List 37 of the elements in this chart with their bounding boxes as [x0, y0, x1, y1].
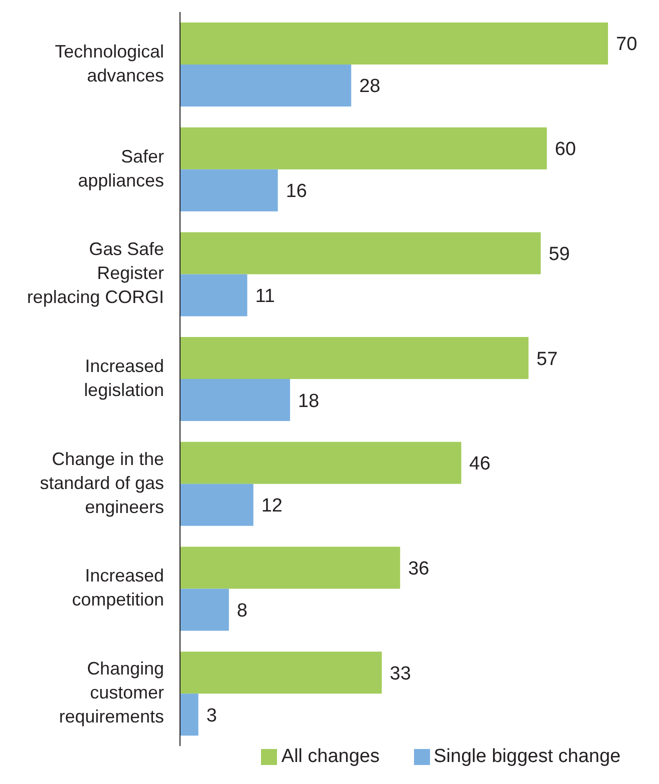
bar: [180, 64, 352, 106]
data-label: 11: [255, 286, 275, 307]
bar: [180, 484, 254, 526]
data-label: 60: [554, 139, 576, 160]
bar: [180, 337, 529, 380]
data-label: 28: [359, 76, 380, 98]
bar: [180, 546, 400, 589]
y-tick-label: Increased legislation: [84, 356, 164, 400]
bar: [180, 169, 278, 212]
y-tick-label: Change in the standard of gas engineers: [40, 448, 164, 517]
data-label: 70: [616, 34, 638, 56]
y-tick-label: Gas Safe Register replacing CORGI: [26, 238, 164, 307]
data-label: 57: [536, 348, 558, 370]
bar: [180, 274, 248, 316]
y-tick-label: Increased competition: [72, 565, 164, 610]
legend-label: Single biggest change: [434, 746, 621, 767]
data-label: 36: [408, 558, 430, 580]
data-label: 12: [261, 496, 283, 517]
bar: [180, 232, 541, 274]
data-label: 59: [548, 244, 570, 265]
bar: [180, 379, 290, 422]
data-label: 3: [206, 705, 217, 726]
y-tick-label: Technological advances: [54, 41, 164, 86]
bar: [180, 694, 198, 736]
data-label: 16: [286, 181, 307, 202]
data-label: 18: [298, 390, 320, 412]
y-tick-label: Changing customer requirements: [58, 658, 164, 726]
bar: [180, 22, 608, 64]
bar: [180, 127, 547, 170]
bar: [180, 652, 382, 694]
y-tick-label: Safer appliances: [78, 146, 164, 190]
data-label: 46: [469, 454, 490, 475]
bar: [180, 442, 462, 484]
data-label: 8: [236, 600, 248, 622]
legend-label: All changes: [281, 746, 380, 767]
bar: [180, 588, 229, 631]
data-label: 33: [390, 663, 411, 684]
